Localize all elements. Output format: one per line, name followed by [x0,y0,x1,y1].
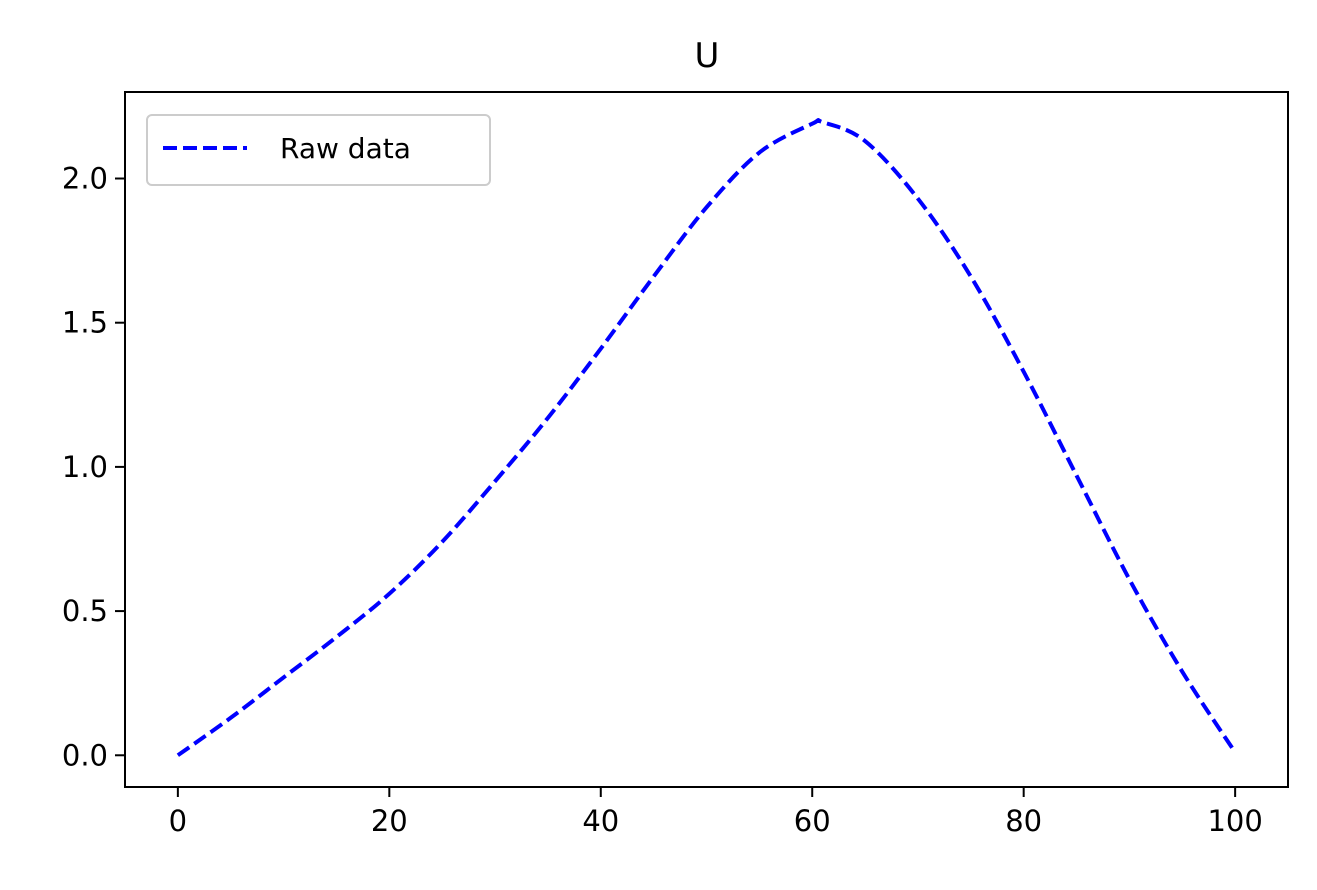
y-tick-label: 0.5 [62,594,108,628]
plot-frame [124,91,1289,788]
legend: Raw data [146,114,491,186]
y-tick-label: 0.0 [62,738,108,772]
x-tick-label: 60 [794,804,831,838]
x-tick-label: 40 [582,804,619,838]
plot-area [176,118,1237,757]
chart-title: U [695,36,720,76]
y-tick-label: 2.0 [62,162,108,196]
legend-label-raw-data: Raw data [280,132,411,165]
x-tick-label: 20 [371,804,408,838]
x-tick-label: 100 [1207,804,1262,838]
x-tick-label: 0 [169,804,187,838]
legend-box [146,114,491,186]
y-tick-label: 1.5 [62,306,108,340]
y-tick-label: 1.0 [62,450,108,484]
series-line-raw-data [176,118,1237,757]
x-axis: 0 20 40 60 80 100 [169,787,1263,838]
x-tick-label: 80 [1005,804,1042,838]
y-axis: 0.0 0.5 1.0 1.5 2.0 [62,162,125,772]
